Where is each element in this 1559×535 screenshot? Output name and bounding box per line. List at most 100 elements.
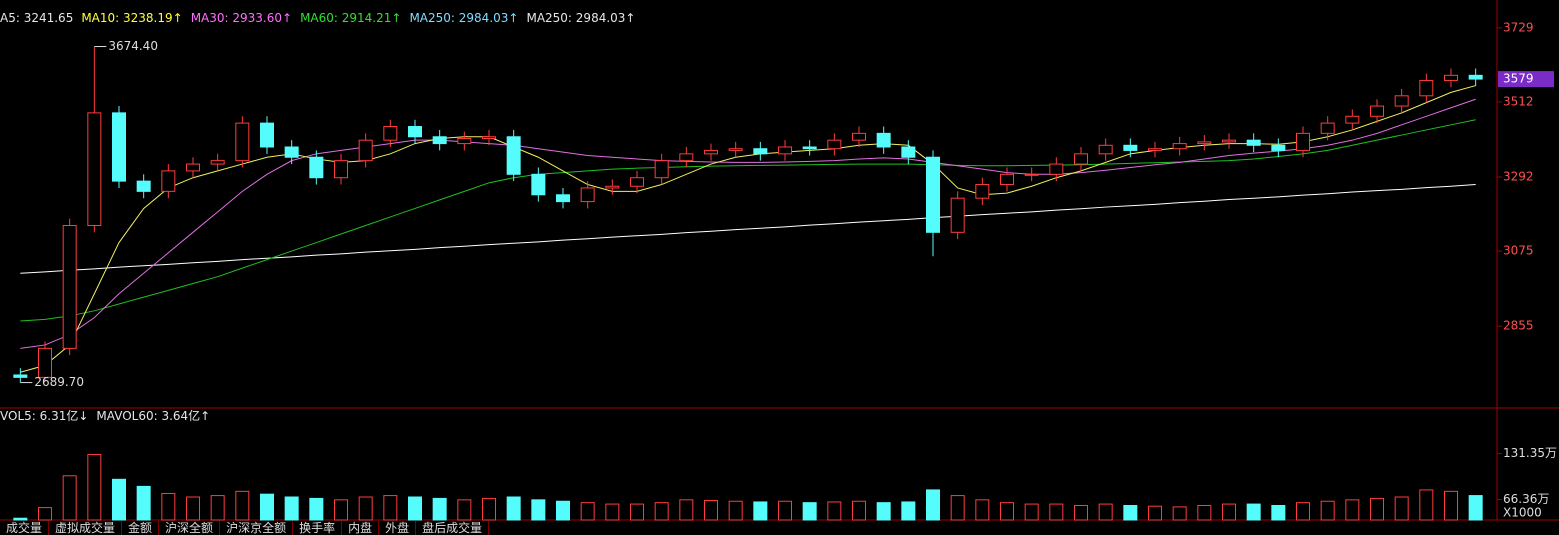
tab[interactable]: 金额 <box>122 521 160 535</box>
tab[interactable]: 换手率 <box>293 521 343 535</box>
volume-bar <box>1049 503 1064 521</box>
volume-bar <box>926 489 940 521</box>
candle-body <box>1271 144 1286 151</box>
volume-bar <box>852 500 866 521</box>
y-tick-label: 66.36万 <box>1503 492 1549 506</box>
volume-bar <box>482 497 496 521</box>
indicator-header: A5: 3241.65 MA10: 3238.19↑ MA30: 2933.60↑ M… <box>0 10 635 26</box>
volume-bar <box>1271 504 1286 521</box>
candle-body <box>1172 143 1187 150</box>
volume-bar <box>1123 504 1138 521</box>
tab[interactable]: 沪深全额 <box>159 521 221 535</box>
volume-bar <box>605 503 620 521</box>
y-tick-label: 3729 <box>1503 20 1534 34</box>
volume-unit: X1000 <box>1503 506 1542 520</box>
volume-bar <box>1074 504 1088 521</box>
volume-bar <box>457 499 472 521</box>
candle-body <box>1148 148 1162 151</box>
volume-bar <box>309 497 324 521</box>
volume-bar <box>1468 495 1483 521</box>
candle-body <box>210 160 225 165</box>
volume-bar <box>210 495 225 521</box>
candle-body <box>531 173 546 196</box>
candle-body <box>284 146 299 158</box>
candle-body <box>38 347 52 378</box>
volume-bar <box>728 500 743 521</box>
volume-bar <box>975 499 990 521</box>
y-tick-label: 3292 <box>1503 170 1534 184</box>
volume-bar <box>876 502 891 521</box>
volume-bar <box>260 493 274 521</box>
candle-body <box>1197 141 1212 145</box>
tab[interactable]: 内盘 <box>342 521 380 535</box>
candle-body <box>679 153 694 162</box>
high-annotation: 3674.40 <box>108 39 158 53</box>
candle-body <box>753 148 768 155</box>
indicator-value: MA250: 2984.03↑ <box>526 11 636 25</box>
candle-body <box>334 160 348 179</box>
volume-bar <box>802 502 817 521</box>
candle-body <box>235 122 250 162</box>
volume-bar <box>1024 503 1039 521</box>
candle-body <box>1370 105 1384 117</box>
volume-bar <box>778 500 792 521</box>
volume-bar <box>1296 502 1310 521</box>
last-price-badge <box>1498 71 1554 88</box>
candle-body <box>1394 95 1409 107</box>
moving-average-line <box>20 119 1476 322</box>
volume-bar <box>1098 503 1113 521</box>
candle-body <box>802 146 817 150</box>
candle-body <box>1074 153 1088 165</box>
candle-body <box>408 126 422 138</box>
candle-body <box>580 187 595 203</box>
volume-bar <box>383 495 398 521</box>
moving-average-line <box>20 98 1476 349</box>
candle-body <box>1000 173 1014 186</box>
candle-body <box>1296 132 1310 151</box>
candle-body <box>605 185 620 189</box>
volume-bar <box>62 475 77 521</box>
volume-bar <box>1345 499 1360 521</box>
candle-body <box>876 132 891 148</box>
tab[interactable]: 成交量 <box>0 521 50 535</box>
y-tick-label: 3512 <box>1503 94 1534 108</box>
volume-bar <box>284 496 299 521</box>
volume-bar <box>1000 502 1014 521</box>
candle-body <box>1098 144 1113 155</box>
indicator-tabs: 成交量 虚拟成交量 金额 沪深全额 沪深京全额 换手率 内盘 外盘 盘后成交量 <box>0 521 490 535</box>
candle-body <box>1222 139 1236 143</box>
tab[interactable]: 盘后成交量 <box>416 521 490 535</box>
volume-bar <box>112 478 126 521</box>
candle-body <box>1345 115 1360 124</box>
volume-indicator: VOL5: 6.31亿↓ <box>0 409 89 423</box>
volume-bar <box>556 500 570 521</box>
tab[interactable]: 外盘 <box>379 521 417 535</box>
candle-body <box>1246 139 1261 146</box>
candle-body <box>827 139 842 150</box>
candle-body <box>852 132 866 141</box>
candle-body <box>1123 144 1138 151</box>
volume-bar <box>1370 497 1384 521</box>
volume-bar <box>531 499 546 521</box>
candle-body <box>112 112 126 182</box>
moving-average-line <box>20 184 1476 274</box>
volume-bar <box>1148 505 1162 521</box>
candle-body <box>901 146 916 158</box>
candle-body <box>309 156 324 179</box>
candle-body <box>926 156 940 233</box>
y-tick-label: 3075 <box>1503 244 1534 258</box>
candle-body <box>358 139 373 162</box>
tab[interactable]: 虚拟成交量 <box>49 521 123 535</box>
volume-bar <box>136 485 151 521</box>
tab[interactable]: 沪深京全额 <box>220 521 294 535</box>
candle-body <box>1419 79 1434 97</box>
volume-bar <box>901 501 916 521</box>
moving-average-line <box>20 85 1476 373</box>
y-tick-label: 131.35万 <box>1503 446 1557 460</box>
volume-header: VOL5: 6.31亿↓ MAVOL60: 3.64亿↑ <box>0 408 210 424</box>
candle-body <box>136 180 151 192</box>
indicator-value: MA30: 2933.60↑ <box>190 11 293 25</box>
volume-bar <box>679 499 694 521</box>
